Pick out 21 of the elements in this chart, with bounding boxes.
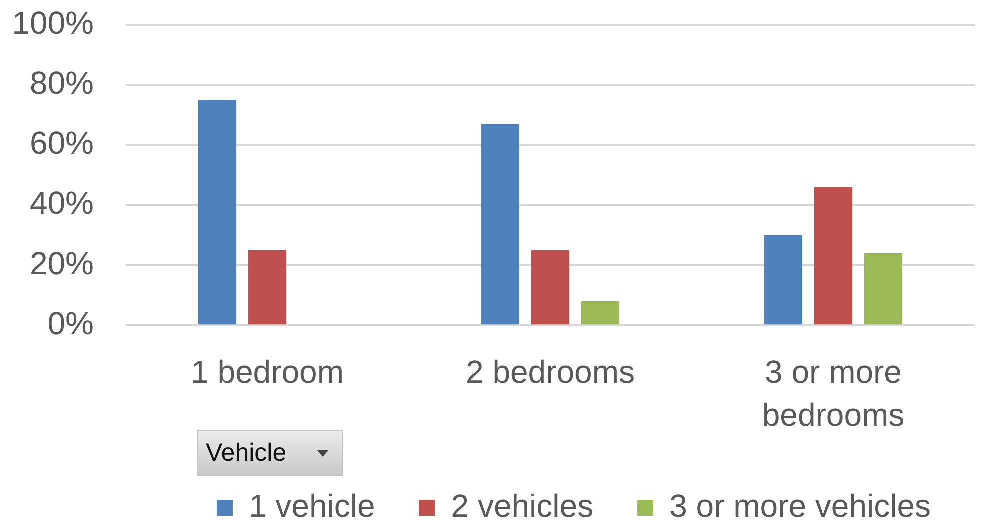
y-tick-label: 20%: [30, 245, 94, 282]
legend-title: Vehicle: [206, 438, 287, 469]
x-tick-label: 2 bedrooms: [466, 354, 635, 390]
bar: [482, 124, 520, 325]
bar: [814, 187, 852, 325]
bar: [764, 235, 802, 325]
y-tick-label: 0%: [48, 305, 94, 342]
legend-label: 1 vehicle: [248, 488, 376, 522]
bar: [248, 250, 286, 325]
y-tick-label: 40%: [30, 185, 94, 222]
bar: [532, 250, 570, 325]
x-tick-label: 1 bedroom: [191, 354, 344, 390]
x-tick-label: 3 or more bedrooms: [762, 354, 905, 434]
legend-label: 3 or more vehicles: [670, 488, 931, 522]
y-tick-label: 80%: [30, 64, 94, 101]
bar: [582, 302, 620, 325]
bar: [864, 253, 902, 325]
y-tick-label: 100%: [12, 4, 94, 41]
bar: [198, 100, 236, 325]
y-tick-label: 60%: [30, 125, 94, 162]
legend-label: 2 vehicles: [451, 488, 594, 522]
